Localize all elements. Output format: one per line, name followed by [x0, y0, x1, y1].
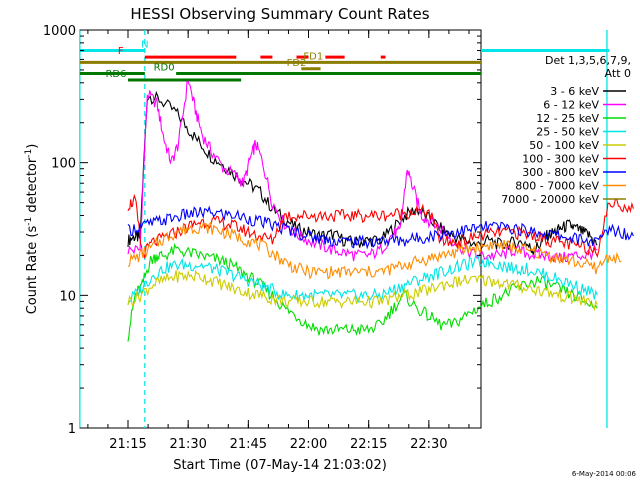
legend-label-0: 3 - 6 keV [550, 85, 599, 98]
y-tick-label-2: 100 [51, 157, 76, 172]
flag-label-f: F [118, 46, 124, 57]
flag-label-rd0: RD0 [154, 63, 175, 74]
series-line-7 [127, 221, 622, 280]
x-tick-label-1: 21:30 [169, 437, 206, 452]
y-tick-label-0: 1 [68, 422, 76, 437]
x-tick-label-3: 22:00 [290, 437, 327, 452]
y-tick-label-1: 10 [59, 289, 76, 304]
legend-header-line2: Att 0 [605, 67, 631, 80]
series-line-4 [127, 269, 598, 312]
x-tick-label-0: 21:15 [109, 437, 146, 452]
flag-label-n: N [141, 40, 148, 51]
legend-label-8: 7000 - 20000 keV [501, 193, 599, 206]
series-line-6 [127, 205, 634, 250]
flag-label-fd2: FD2 [287, 58, 307, 69]
legend-label-1: 6 - 12 keV [543, 99, 599, 112]
flag-label-fd1: FD1 [303, 51, 323, 62]
series-line-5 [127, 193, 634, 259]
series-line-3 [127, 255, 598, 305]
legend-label-5: 100 - 300 keV [522, 153, 599, 166]
y-tick-label-3: 1000 [43, 24, 76, 39]
vertical-markers [79, 30, 608, 428]
x-tick-label-2: 21:45 [230, 437, 267, 452]
series-line-1 [127, 80, 598, 264]
y-axis-label: Count Rate (s-1 detector-1) [24, 144, 40, 315]
x-axis-label: Start Time (07-May-14 21:03:02) [173, 458, 387, 473]
legend-label-2: 12 - 25 keV [536, 112, 599, 125]
chart-title: HESSI Observing Summary Count Rates [130, 5, 429, 23]
x-axis-ticks: 21:15 21:30 21:45 22:00 22:15 22:30 [87, 30, 470, 452]
legend-label-6: 300 - 800 keV [522, 166, 599, 179]
legend-label-7: 800 - 7000 keV [515, 180, 599, 193]
legend-label-4: 50 - 100 keV [529, 139, 599, 152]
legend-label-3: 25 - 50 keV [536, 126, 599, 139]
timestamp: 6-May-2014 00:06 [572, 470, 637, 478]
series-line-2 [127, 242, 598, 342]
x-tick-label-5: 22:30 [410, 437, 447, 452]
legend-header-line1: Det 1,3,5,6,7,9, [545, 54, 631, 67]
x-tick-label-4: 22:15 [350, 437, 387, 452]
series-lines [127, 80, 634, 342]
y-axis-ticks: 1 10 100 1000 [43, 24, 481, 437]
flag-label-rd6: RD6 [105, 69, 126, 80]
